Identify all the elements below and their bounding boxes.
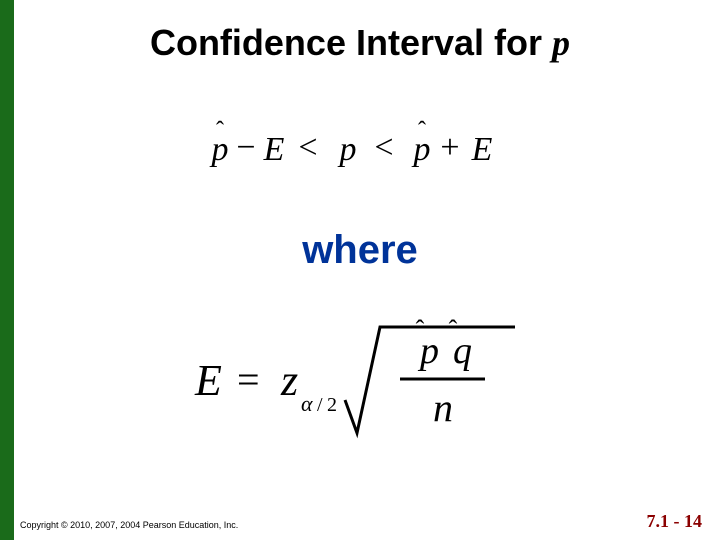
where-label: where [0, 228, 720, 273]
svg-text:ˆ: ˆ [418, 118, 426, 144]
svg-text:=: = [237, 357, 260, 402]
formula-confidence-interval: p ˆ − E < p < p ˆ + E [0, 120, 720, 175]
svg-text:E: E [471, 131, 493, 168]
formula-margin-error: E = z α / 2 p ˆ q ˆ n [0, 305, 720, 460]
svg-text:α: α [301, 391, 313, 416]
page-number: 7.1 - 14 [647, 511, 703, 532]
copyright-text: Copyright © 2010, 2007, 2004 Pearson Edu… [20, 520, 238, 530]
slide-title: Confidence Interval for p [0, 22, 720, 64]
svg-text:<: < [374, 129, 393, 166]
svg-text:/: / [317, 394, 323, 416]
svg-text:E: E [263, 131, 285, 168]
svg-text:ˆ: ˆ [416, 315, 425, 344]
svg-text:+: + [440, 129, 459, 166]
svg-text:ˆ: ˆ [216, 118, 224, 144]
title-text-ital: p [552, 23, 570, 63]
svg-text:<: < [298, 129, 317, 166]
svg-text:z: z [280, 356, 298, 405]
svg-text:p: p [338, 131, 357, 168]
svg-text:ˆ: ˆ [449, 315, 458, 344]
title-text: Confidence Interval for [150, 22, 552, 63]
svg-text:n: n [433, 385, 453, 430]
svg-text:−: − [236, 129, 255, 166]
svg-text:E: E [194, 356, 222, 405]
svg-text:2: 2 [327, 394, 337, 416]
